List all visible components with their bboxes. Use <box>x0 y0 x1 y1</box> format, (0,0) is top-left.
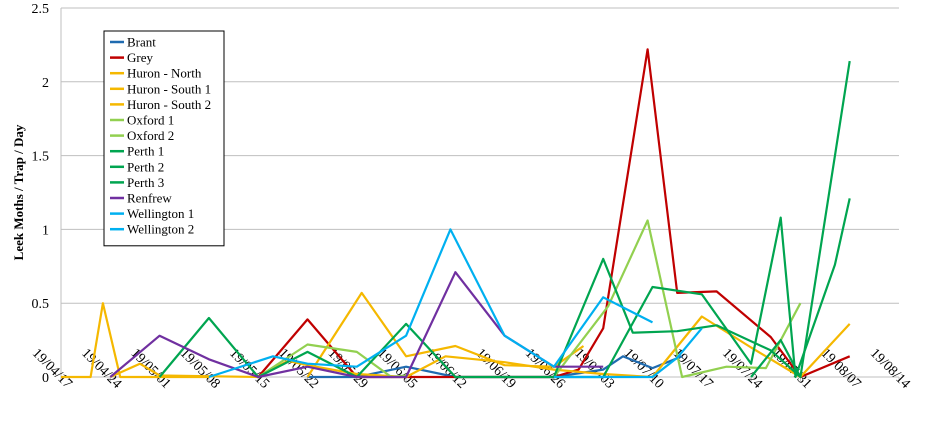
legend-label: Perth 3 <box>127 175 164 190</box>
legend-label: Oxford 1 <box>127 113 174 128</box>
legend-label: Renfrew <box>127 191 172 206</box>
y-tick-label: 1.5 <box>32 150 50 165</box>
series-line-oxford-1 <box>553 219 802 379</box>
series-line-perth-2 <box>552 60 851 379</box>
series-lines <box>61 48 851 379</box>
legend-box <box>103 30 225 247</box>
legend-label: Wellington 1 <box>127 206 194 221</box>
series-line-wellington-1 <box>208 228 653 379</box>
legend-label: Wellington 2 <box>127 222 194 237</box>
legend-label: Huron - North <box>127 66 202 81</box>
series-line-grey <box>257 48 851 379</box>
legend-label: Huron - South 1 <box>127 81 211 96</box>
series-line-huron-north <box>61 302 209 379</box>
y-tick-label: 0 <box>42 371 49 386</box>
x-tick-label: 19/05/08 <box>177 346 223 392</box>
y-tick-label: 1 <box>42 223 49 238</box>
legend-label: Perth 2 <box>127 159 164 174</box>
legend-label: Perth 1 <box>127 144 164 159</box>
x-tick-label: 19/06/12 <box>423 346 469 392</box>
x-tick-label: 19/08/07 <box>818 346 864 392</box>
series-line-perth-3 <box>750 339 802 378</box>
series-line-wellington-2 <box>553 327 703 379</box>
y-tick-label: 2.5 <box>32 2 50 17</box>
series-line-perth-1 <box>158 198 851 379</box>
x-tick-label: 19/06/19 <box>473 346 519 392</box>
x-tick-label: 19/08/14 <box>867 346 913 392</box>
x-tick-label: 19/04/17 <box>29 346 75 392</box>
legend-label: Huron - South 2 <box>127 97 211 112</box>
y-axis-title: Leek Moths / Trap / Day <box>11 124 26 260</box>
legend-label: Oxford 2 <box>127 128 174 143</box>
y-axis-ticks: 0 0.5 1 1.5 2 2.5 <box>32 2 50 386</box>
y-tick-label: 2 <box>42 76 49 91</box>
y-tick-label: 0.5 <box>32 297 50 312</box>
legend-label: Grey <box>127 50 153 65</box>
legend-label: Brant <box>127 35 156 50</box>
